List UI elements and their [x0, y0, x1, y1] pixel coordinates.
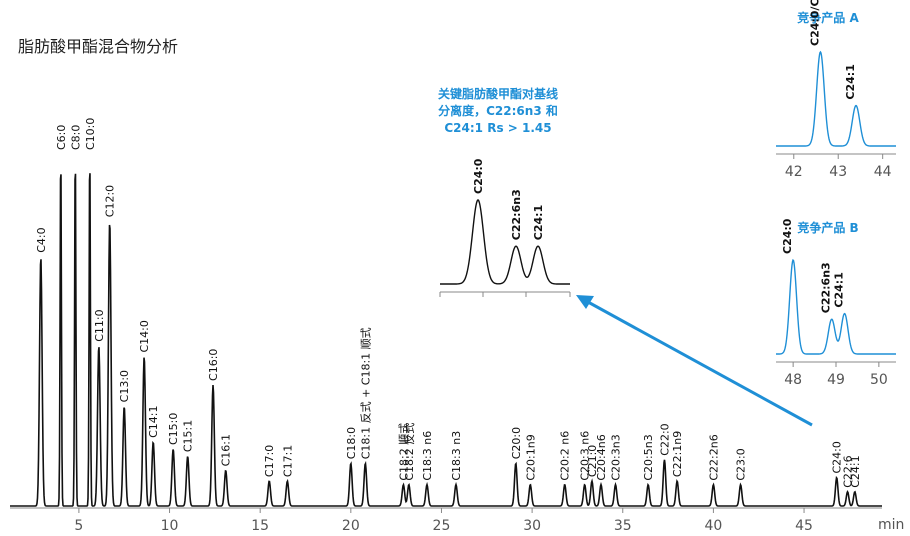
inset-peak-label-c22-6n3: C22:6n3 — [820, 262, 833, 313]
peak-label-c14-0: C14:0 — [138, 320, 151, 352]
zoom-window: 关键脂肪酸甲酯对基线 分离度，C22:6n3 和 C24:1 Rs > 1.45… — [438, 86, 571, 297]
inset-tick-label-50: 50 — [870, 372, 888, 388]
peak-label-c16-0: C16:0 — [207, 349, 220, 381]
x-tick-label-20: 20 — [342, 518, 360, 534]
x-tick-label-15: 15 — [251, 518, 269, 534]
chart-title: 脂肪酸甲酯混合物分析 — [18, 37, 178, 56]
x-tick-label-10: 10 — [161, 518, 179, 534]
main-trace — [10, 173, 882, 507]
inset-tick-label-44: 44 — [874, 164, 892, 180]
peak-label-c20-1n9: C20:1n9 — [524, 434, 537, 480]
peak-label-c8-0: C8:0 — [69, 125, 82, 150]
inset-trace — [776, 258, 896, 355]
zoom-annotation-line2: 分离度，C22:6n3 和 — [438, 103, 558, 118]
peak-label-c17-0: C17:0 — [263, 445, 276, 477]
peak-label-c22-2n6: C22:2n6 — [707, 434, 720, 480]
inset-tick-label-49: 49 — [827, 372, 845, 388]
main-chromatogram: 5 10 15 20 25 30 35 40 45 C4:0 C6:0 C8:0 C10:0 C11:0… — [10, 118, 904, 534]
x-tick-label-40: 40 — [704, 518, 722, 534]
x-tick-label-5: 5 — [74, 518, 83, 534]
peak-label-c22-1n9: C22:1n9 — [671, 431, 684, 477]
zoom-peak-label-c24-0: C24:0 — [472, 158, 485, 194]
peak-label-c10-0: C10:0 — [84, 118, 97, 150]
peak-label-c11-0: C11:0 — [93, 309, 106, 341]
inset-peak-label-c24-0: C24:0 — [781, 218, 794, 254]
peak-label-c12-0: C12:0 — [104, 185, 117, 217]
x-tick-label-30: 30 — [523, 518, 541, 534]
peak-label-c13-0: C13:0 — [118, 370, 131, 402]
inset-tick-label-42: 42 — [785, 164, 803, 180]
zoom-annotation-line3: C24:1 Rs > 1.45 — [444, 121, 551, 135]
inset-tick-label-43: 43 — [829, 164, 847, 180]
peak-label-c24-1: C24:1 — [849, 455, 862, 487]
peak-label-c22-0: C22:0 — [658, 423, 671, 455]
x-tick-label-35: 35 — [614, 518, 632, 534]
peak-label-c22-6: C22:6 — [842, 455, 855, 487]
peak-label-c16-1: C16:1 — [220, 434, 233, 466]
peak-label-c23-0: C23:0 — [735, 448, 748, 480]
inset-tick-label-48: 48 — [784, 372, 802, 388]
inset-peak-label-c24-0-c22-6n3: C24:0/C22:6n3 — [808, 0, 821, 46]
inset-peak-label-c24-1: C24:1 — [833, 272, 846, 307]
peak-label-c20-5n3: C20:5n3 — [642, 434, 655, 480]
x-unit-label: min — [878, 517, 904, 533]
zoom-trace — [440, 199, 570, 285]
peak-label-c20-4n6: C20:4n6 — [595, 434, 608, 480]
peak-label-c15-1: C15:1 — [182, 420, 195, 452]
peak-label-c20-3-n6: C20:3 n6 — [579, 431, 592, 481]
peak-label-c24-0: C24:0 — [831, 441, 844, 473]
x-tick-label-25: 25 — [433, 518, 451, 534]
peak-label-c20-0: C20:0 — [510, 427, 523, 459]
peak-label-c18-3-n6: C18:3 n6 — [421, 431, 434, 481]
peak-label-c20-3n3: C20:3n3 — [610, 434, 623, 480]
peak-label-c20-2-n6: C20:2 n6 — [559, 431, 572, 481]
peak-label-c21-0: C21:0 — [586, 445, 599, 477]
zoom-annotation-line1: 关键脂肪酸甲酯对基线 — [438, 86, 558, 101]
peak-label-c14-1: C14:1 — [147, 406, 160, 438]
zoom-peak-label-c24-1: C24:1 — [532, 205, 545, 240]
peak-label-c18-1-c18-1: C18:1 反式 + C18:1 顺式 — [359, 327, 372, 459]
inset-title: 竞争产品 A — [797, 10, 859, 25]
peak-label-c18-2: C18:2 反式 — [403, 423, 416, 481]
peak-label-c17-1: C17:1 — [281, 445, 294, 477]
peak-label-c18-2: C18:2 顺式 — [397, 423, 410, 481]
inset-competitor-b: 竞争产品 B 48 49 50 C24:0 C22:6n3 C24:1 — [776, 218, 896, 388]
inset-title: 竞争产品 B — [797, 220, 858, 235]
inset-competitor-a: 竞争产品 A 42 43 44 C24:0/C22:6n3 C24:1 — [776, 0, 896, 180]
inset-peak-label-c24-1: C24:1 — [844, 64, 857, 99]
callout-arrow — [576, 295, 813, 427]
peak-label-c18-3-n3: C18:3 n3 — [450, 431, 463, 481]
peak-label-c4-0: C4:0 — [35, 227, 48, 252]
zoom-peak-label-c22-6n3: C22:6n3 — [510, 189, 523, 240]
peak-label-c18-0: C18:0 — [345, 427, 358, 459]
inset-trace — [776, 50, 896, 147]
x-tick-label-45: 45 — [795, 518, 813, 534]
peak-label-c15-0: C15:0 — [167, 413, 180, 445]
peak-label-c6-0: C6:0 — [55, 125, 68, 150]
